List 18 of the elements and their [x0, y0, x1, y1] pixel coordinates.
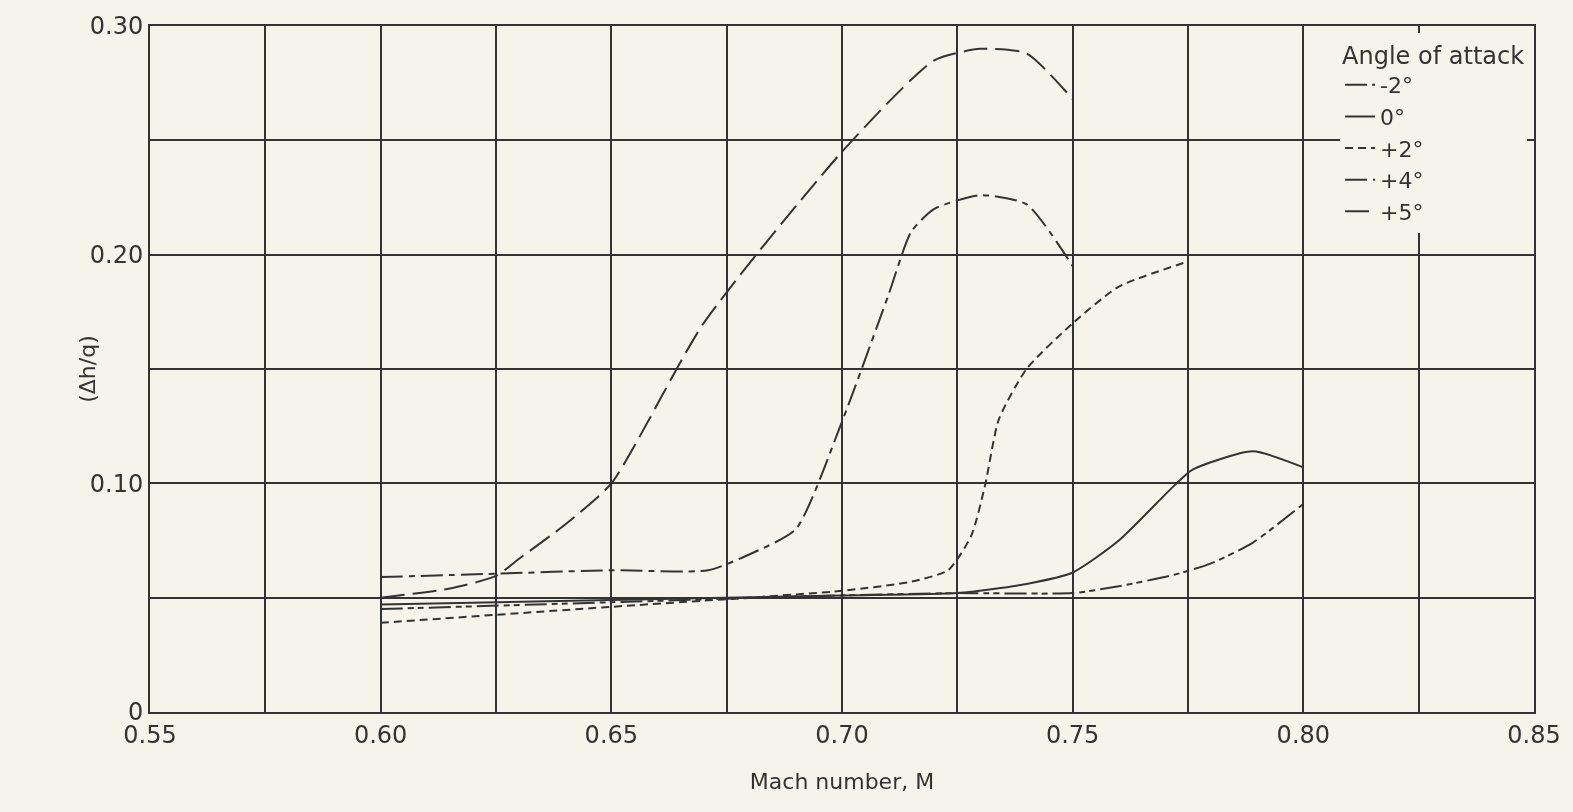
- x-tick-label: 0.65: [584, 720, 639, 749]
- legend-label: -2°: [1380, 73, 1414, 99]
- x-tick-label: 0.55: [123, 720, 177, 749]
- x-tick-label: 0.70: [815, 720, 869, 749]
- x-tick-label: 0.80: [1276, 720, 1331, 749]
- legend-label: +2°: [1380, 136, 1424, 162]
- x-tick-label: 0.85: [1507, 720, 1561, 749]
- legend-label: 0°: [1380, 105, 1406, 131]
- legend-title: Angle of attack: [1342, 42, 1525, 71]
- x-tick-label: 0.60: [353, 720, 408, 749]
- x-axis-title: Mach number, M: [749, 769, 935, 794]
- y-tick-label: 0.20: [89, 241, 144, 270]
- legend-label: +5°: [1380, 199, 1424, 225]
- y-tick-label: 0.30: [89, 12, 144, 41]
- x-tick-label: 0.75: [1045, 720, 1100, 749]
- y-tick-label: 0.10: [89, 469, 144, 498]
- y-axis-title: (Δh/q): [75, 335, 100, 403]
- legend-label: +4°: [1380, 168, 1424, 194]
